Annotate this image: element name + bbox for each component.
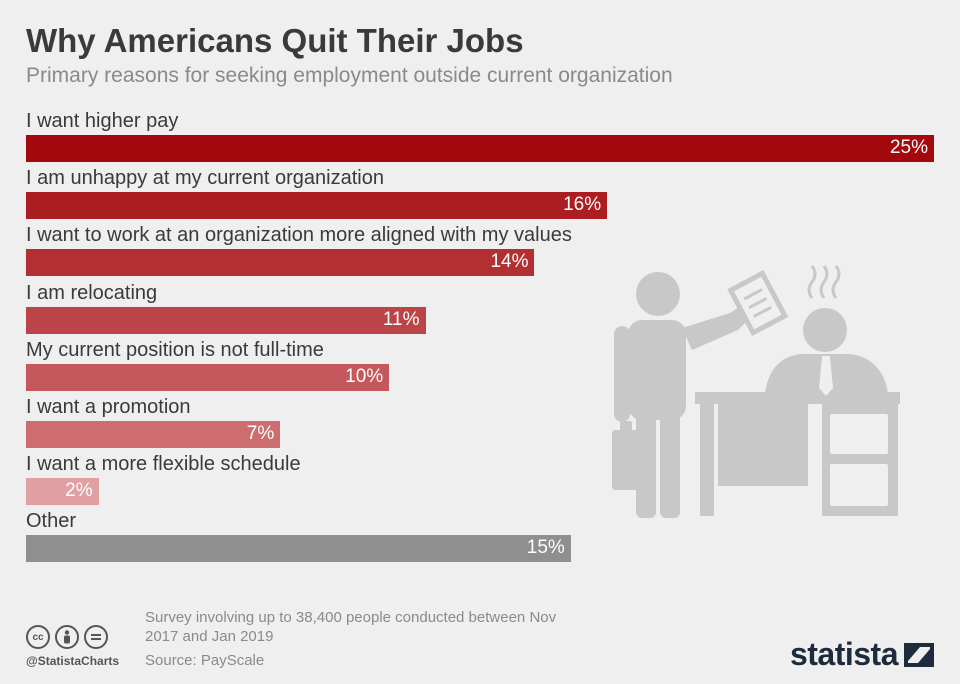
bar-value-label: 14% [490, 251, 529, 273]
license-icons: cc [26, 625, 108, 649]
bar: 11% [26, 306, 426, 334]
chart-subtitle: Primary reasons for seeking employment o… [26, 64, 673, 87]
statista-logo[interactable]: statista [790, 636, 934, 673]
bar: 7% [26, 421, 281, 448]
desk-panel [718, 404, 808, 486]
briefcase-handle [620, 421, 632, 431]
bar-label: I am relocating [26, 281, 158, 304]
bar-label: I want higher pay [26, 110, 179, 132]
survey-note: Survey involving up to 38,400 people con… [145, 609, 557, 645]
bar-label: I want to work at an organization more a… [26, 224, 572, 247]
bar-value-label: 11% [382, 308, 420, 330]
boss-head [803, 308, 847, 352]
man-right-leg [660, 408, 680, 518]
man-left-leg [636, 408, 656, 518]
bar-value-label: 16% [563, 194, 602, 216]
desk-left-leg [700, 404, 714, 516]
boss-tie [819, 356, 833, 396]
cc-icon: cc [26, 625, 50, 649]
bar-label: My current position is not full-time [26, 338, 324, 361]
bar: 15% [26, 535, 571, 563]
bar: 14% [26, 249, 535, 277]
bar: 10% [26, 363, 390, 391]
bar: 2% [26, 478, 99, 506]
steam-icon [807, 265, 841, 299]
bar: 16% [26, 192, 608, 220]
quitting-employee-illustration [612, 265, 900, 518]
bar-label: Other [26, 510, 77, 533]
brand-name: statista [789, 636, 899, 672]
statista-logo-icon [904, 642, 934, 667]
bar-chart: I want higher pay 25% I am unhappy at my c… [26, 110, 934, 563]
bar-value-label: 15% [526, 537, 565, 559]
briefcase [612, 430, 640, 490]
man-left-arm [614, 326, 630, 422]
man-head [636, 272, 680, 316]
man-raised-arm [682, 303, 752, 350]
bar-value-label: 7% [246, 423, 275, 444]
source-link[interactable]: Source: PayScale [145, 652, 265, 669]
by-icon [55, 625, 79, 649]
bar-label: I want a more flexible schedule [26, 453, 301, 476]
bar-value-label: 25% [889, 137, 928, 158]
nd-icon [84, 625, 108, 649]
bar-value-label: 10% [345, 365, 384, 387]
bar-value-label: 2% [65, 480, 93, 502]
desk-top [695, 392, 900, 404]
man-torso [628, 320, 686, 420]
bar-label: I want a promotion [26, 396, 191, 418]
resignation-letter [727, 270, 789, 337]
chart-title: Why Americans Quit Their Jobs [26, 22, 524, 59]
bar-label: I am unhappy at my current organization [26, 167, 384, 190]
twitter-handle[interactable]: @StatistaCharts [26, 654, 120, 668]
bar: 25% [26, 135, 934, 162]
